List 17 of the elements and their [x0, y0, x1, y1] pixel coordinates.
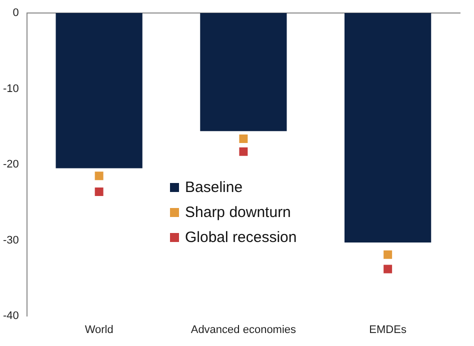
point — [94, 172, 104, 180]
point — [239, 134, 248, 143]
x-tick-label: World — [84, 324, 114, 336]
y-tick-label: -40 — [2, 310, 19, 322]
y-tick-label: -10 — [2, 82, 19, 95]
point — [239, 147, 248, 156]
y-tick-label: 0 — [12, 7, 19, 20]
y-tick-label: -20 — [2, 158, 19, 171]
point — [384, 250, 392, 259]
point — [94, 188, 104, 196]
x-tick-label: Advanced economies — [190, 324, 297, 336]
legend-label: Global recession — [185, 229, 297, 246]
x-tick-label: EMDEs — [369, 324, 407, 336]
point — [384, 264, 392, 274]
y-tick-label: -30 — [2, 234, 19, 246]
legend-label: Baseline — [185, 179, 243, 196]
legend-label: Sharp downturn — [185, 204, 291, 221]
